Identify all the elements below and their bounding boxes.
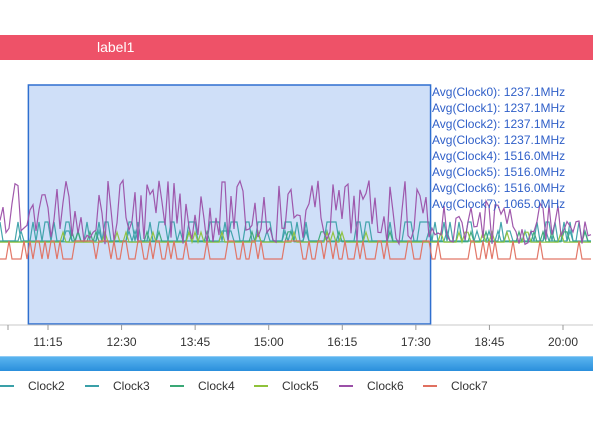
x-tick-label: 16:15 [327, 335, 357, 349]
tooltip-line: Avg(Clock4): 1516.0MHz [432, 149, 565, 163]
series-line-clock7 [0, 240, 591, 260]
legend-item-clock7[interactable]: Clock7 [451, 379, 488, 393]
tooltip-line: Avg(Clock0): 1237.1MHz [432, 85, 565, 99]
tooltip-line: Avg(Clock7): 1065.0MHz [432, 197, 565, 211]
x-tick-label: 15:00 [254, 335, 284, 349]
selection-rect [27, 84, 432, 325]
tooltip-line: Avg(Clock3): 1237.1MHz [432, 133, 565, 147]
legend-item-clock6[interactable]: Clock6 [367, 379, 404, 393]
label-title: label1 [97, 39, 135, 55]
legend-item-clock4[interactable]: Clock4 [198, 379, 235, 393]
series-line-clock6 [0, 178, 592, 246]
legend-swatch-clock4 [170, 385, 184, 387]
clock-chart[interactable]: 11:15 12:30 13:45 15:00 16:15 17:30 18:45 20:00… [0, 60, 593, 360]
x-tick-label: 17:30 [401, 335, 431, 349]
legend-swatch-clock7 [423, 385, 437, 387]
tooltip-line: Avg(Clock2): 1237.1MHz [432, 117, 565, 131]
legend-item-clock2[interactable]: Clock2 [28, 379, 65, 393]
tooltip-line: Avg(Clock6): 1516.0MHz [432, 181, 565, 195]
chart-svg[interactable]: 11:15 12:30 13:45 15:00 16:15 17:30 18:45 20:00… [0, 60, 593, 360]
legend-item-clock3[interactable]: Clock3 [113, 379, 150, 393]
x-tick-label: 12:30 [107, 335, 137, 349]
x-tick-label: 18:45 [474, 335, 504, 349]
legend-swatch-clock3 [85, 385, 99, 387]
legend-swatch-clock2 [0, 385, 14, 387]
x-tick-label: 20:00 [548, 335, 578, 349]
chart-legend: Clock2 Clock3 Clock4 Clock5 Clock6 Clock7 [0, 378, 593, 398]
label-bar: label1 [0, 35, 593, 60]
chart-scrollbar[interactable] [0, 356, 593, 371]
x-tick-label: 13:45 [180, 335, 210, 349]
legend-item-clock5[interactable]: Clock5 [282, 379, 319, 393]
legend-swatch-clock5 [254, 385, 268, 387]
tooltip-line: Avg(Clock5): 1516.0MHz [432, 165, 565, 179]
x-tick-label: 11:15 [33, 335, 62, 349]
legend-swatch-clock6 [339, 385, 353, 387]
tooltip-line: Avg(Clock1): 1237.1MHz [432, 101, 565, 115]
